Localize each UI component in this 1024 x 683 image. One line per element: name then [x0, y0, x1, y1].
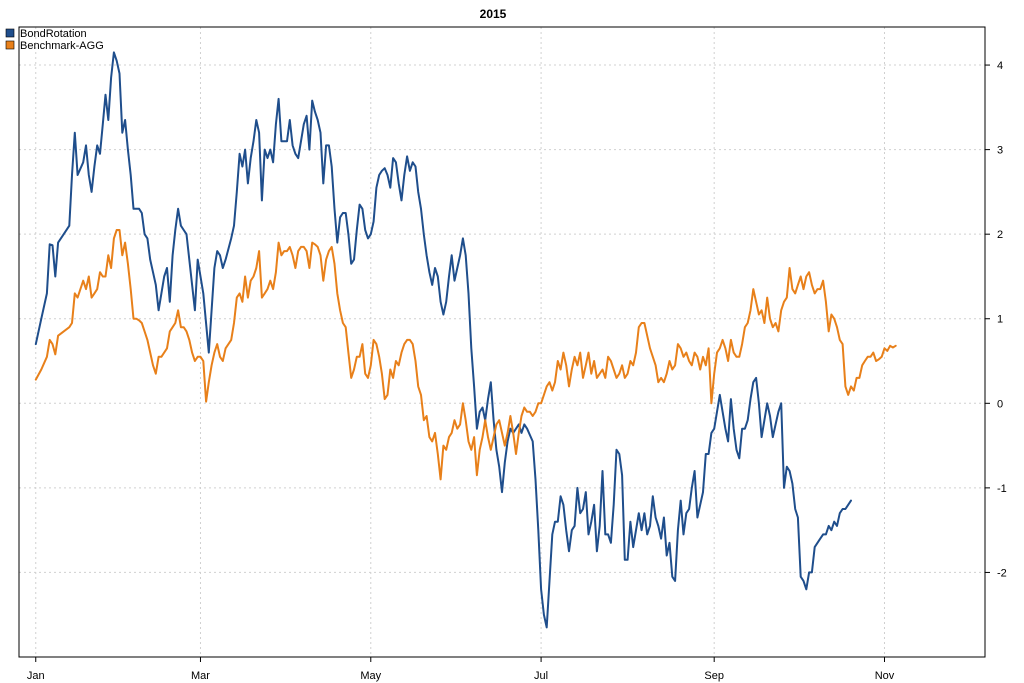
y-tick-label: 3 [997, 145, 1003, 157]
y-tick-label: -2 [997, 567, 1007, 579]
x-tick-label: May [360, 670, 381, 682]
y-tick-label: -1 [997, 483, 1007, 495]
legend-swatch [5, 40, 15, 50]
y-tick-label: 4 [997, 60, 1003, 72]
series-layer [34, 51, 897, 629]
y-tick-label: 1 [997, 314, 1003, 326]
axes: -2 -1 0 1 2 3 4 Jan Mar May Jul Sep Nov [27, 60, 1007, 682]
legend-swatch [5, 28, 15, 38]
y-tick-label: 2 [997, 229, 1003, 241]
y-tick-label: 0 [997, 398, 1003, 410]
x-tick-label: Mar [191, 670, 210, 682]
legend-label: Benchmark-AGG [20, 40, 104, 52]
series-line-benchmark-agg [34, 229, 897, 481]
x-tick-label: Sep [704, 670, 724, 682]
x-tick-label: Nov [875, 670, 895, 682]
x-tick-label: Jan [27, 670, 45, 682]
series-line-bondrotation [34, 51, 852, 629]
chart-title: 2015 [480, 7, 507, 21]
legend-label: BondRotation [20, 28, 87, 40]
plot-frame [18, 26, 986, 658]
x-tick-label: Jul [534, 670, 548, 682]
